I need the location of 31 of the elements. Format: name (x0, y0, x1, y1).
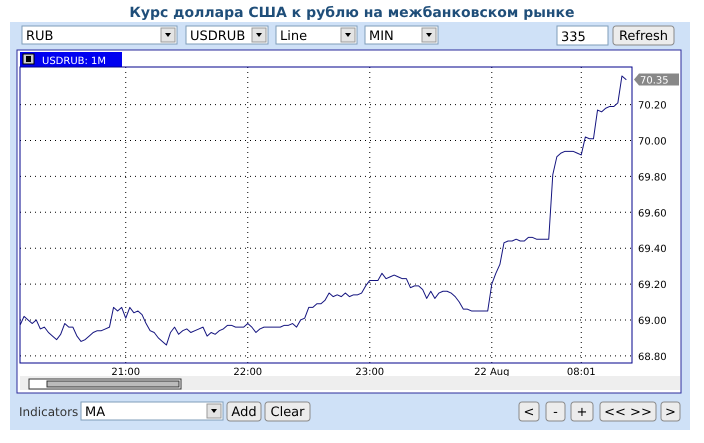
text: MIN (369, 29, 394, 44)
text: Line (280, 29, 308, 44)
y-tick-label: 69.80 (638, 172, 667, 184)
text: Add (231, 405, 257, 420)
text: << >> (604, 405, 652, 420)
text: MA (85, 405, 106, 420)
y-tick-label: 68.80 (638, 352, 667, 363)
x-tick-label: 21:00 (111, 367, 140, 378)
y-tick-label: 69.40 (638, 244, 667, 256)
text: RUB (26, 29, 54, 44)
text: > (665, 405, 676, 420)
text: 335 (561, 30, 586, 45)
text: Clear (270, 405, 306, 420)
text: USDRUB: 1M (42, 56, 106, 67)
y-tick-label: 70.00 (638, 136, 667, 148)
y-tick-label: 70.20 (638, 100, 667, 112)
text: 70.35 (640, 76, 669, 87)
chart-title: Курс доллара США к рублю на межбанковском рынке (129, 5, 575, 21)
line-series (20, 75, 626, 346)
y-tick-label: 69.00 (638, 316, 667, 327)
y-tick-label: 69.60 (638, 208, 667, 220)
text: Indicators (19, 405, 78, 419)
x-tick-label: 23:00 (355, 367, 384, 378)
text: < (524, 405, 534, 420)
text: USDRUB (190, 29, 246, 44)
x-tick-label: 22:00 (233, 367, 262, 378)
y-tick-label: 69.20 (638, 280, 667, 292)
text: + (576, 405, 588, 420)
x-tick-label: 08:01 (566, 367, 596, 378)
text: Refresh (618, 29, 668, 44)
text: - (553, 405, 558, 420)
